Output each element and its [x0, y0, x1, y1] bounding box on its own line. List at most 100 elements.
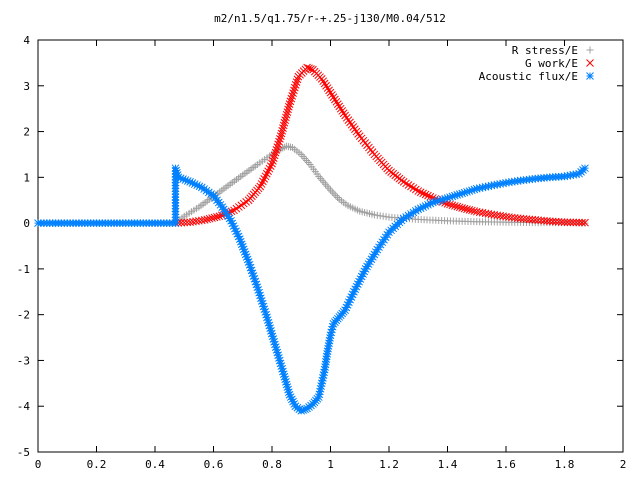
data-point — [323, 84, 332, 92]
data-point — [548, 217, 557, 226]
data-point — [450, 202, 459, 210]
legend-marker — [586, 46, 594, 54]
data-point — [270, 151, 279, 160]
chart-title: m2/n1.5/q1.75/r-+.25-j130/M0.04/512 — [214, 12, 446, 25]
x-tick-label: 0.4 — [145, 458, 165, 471]
data-point — [205, 214, 214, 223]
data-point — [338, 107, 347, 115]
y-tick-label: -4 — [17, 400, 31, 413]
data-point — [581, 218, 589, 227]
legend-label: G work/E — [525, 57, 578, 70]
data-point — [328, 91, 336, 99]
data-point — [463, 205, 471, 214]
data-point — [331, 95, 339, 104]
data-point — [293, 75, 302, 84]
data-point — [285, 100, 294, 108]
data-point — [259, 177, 267, 186]
y-tick-label: -5 — [17, 446, 30, 459]
data-point — [268, 159, 276, 168]
data-point — [273, 143, 282, 151]
data-point — [319, 77, 328, 86]
data-point — [264, 167, 272, 176]
data-point — [282, 113, 290, 122]
data-point — [460, 204, 469, 213]
series-acoustic-flux-e — [34, 164, 589, 415]
data-point — [458, 204, 466, 212]
data-point — [261, 172, 270, 181]
data-point — [339, 109, 348, 118]
data-point — [551, 217, 560, 226]
y-tick-label: -2 — [17, 309, 30, 322]
data-point — [269, 154, 278, 162]
data-point — [256, 182, 265, 191]
data-point — [260, 175, 269, 183]
data-point — [262, 169, 271, 178]
data-point — [283, 108, 292, 116]
data-point — [228, 219, 237, 228]
x-tick-label: 1.2 — [379, 458, 399, 471]
data-point — [453, 202, 462, 211]
data-point — [276, 135, 284, 143]
y-tick-label: 0 — [23, 217, 30, 230]
data-point — [180, 218, 189, 227]
data-point — [287, 94, 296, 103]
x-tick-label: 1.8 — [555, 458, 575, 471]
data-point — [575, 218, 583, 227]
data-point — [330, 190, 338, 198]
data-point — [424, 191, 432, 200]
data-point — [213, 213, 221, 221]
data-point — [200, 216, 209, 224]
data-point — [269, 156, 277, 165]
series-g-work-e — [171, 63, 589, 227]
data-point — [560, 218, 569, 227]
legend-marker — [586, 59, 594, 67]
data-point — [233, 230, 242, 238]
x-tick-label: 1.6 — [496, 458, 516, 471]
data-point — [322, 81, 330, 90]
data-point — [566, 218, 575, 227]
y-tick-label: 2 — [23, 126, 30, 139]
series-layer — [34, 63, 589, 415]
data-point — [303, 63, 311, 72]
y-tick-label: 1 — [23, 171, 30, 184]
data-point — [416, 188, 425, 197]
data-point — [281, 116, 290, 124]
data-point — [446, 200, 454, 209]
data-point — [326, 88, 335, 97]
data-point — [208, 214, 216, 222]
data-point — [275, 137, 283, 146]
data-point — [334, 193, 342, 201]
data-point — [266, 162, 275, 170]
data-point — [448, 201, 457, 210]
data-point — [274, 140, 282, 149]
data-point — [265, 164, 274, 173]
data-point — [307, 65, 315, 73]
y-tick-label: -1 — [17, 263, 30, 276]
data-point — [279, 124, 287, 132]
data-point — [292, 78, 301, 86]
data-point — [465, 205, 474, 214]
data-point — [543, 217, 551, 225]
data-point — [271, 148, 280, 157]
x-tick-label: 2 — [620, 458, 627, 471]
x-tick-label: 1 — [327, 458, 334, 471]
axis-ticks: 0 0.2 0.4 0.6 0.8 1 1.2 1.4 1.6 1.8 2 4 3 2 1 0 -1 -2 -3 -4… — [17, 34, 627, 471]
data-point — [282, 110, 291, 119]
data-point — [284, 105, 292, 114]
data-point — [288, 91, 297, 100]
y-tick-label: 3 — [23, 80, 30, 93]
data-point — [557, 218, 566, 226]
data-point — [569, 218, 578, 227]
x-tick-label: 1.4 — [438, 458, 458, 471]
data-point — [333, 100, 342, 108]
data-point — [563, 218, 572, 227]
data-point — [210, 213, 219, 222]
plot-area-frame — [37, 39, 624, 453]
data-point — [336, 104, 345, 113]
data-point — [276, 132, 285, 140]
data-point — [414, 187, 423, 195]
data-point — [578, 218, 586, 227]
data-point — [279, 121, 288, 130]
